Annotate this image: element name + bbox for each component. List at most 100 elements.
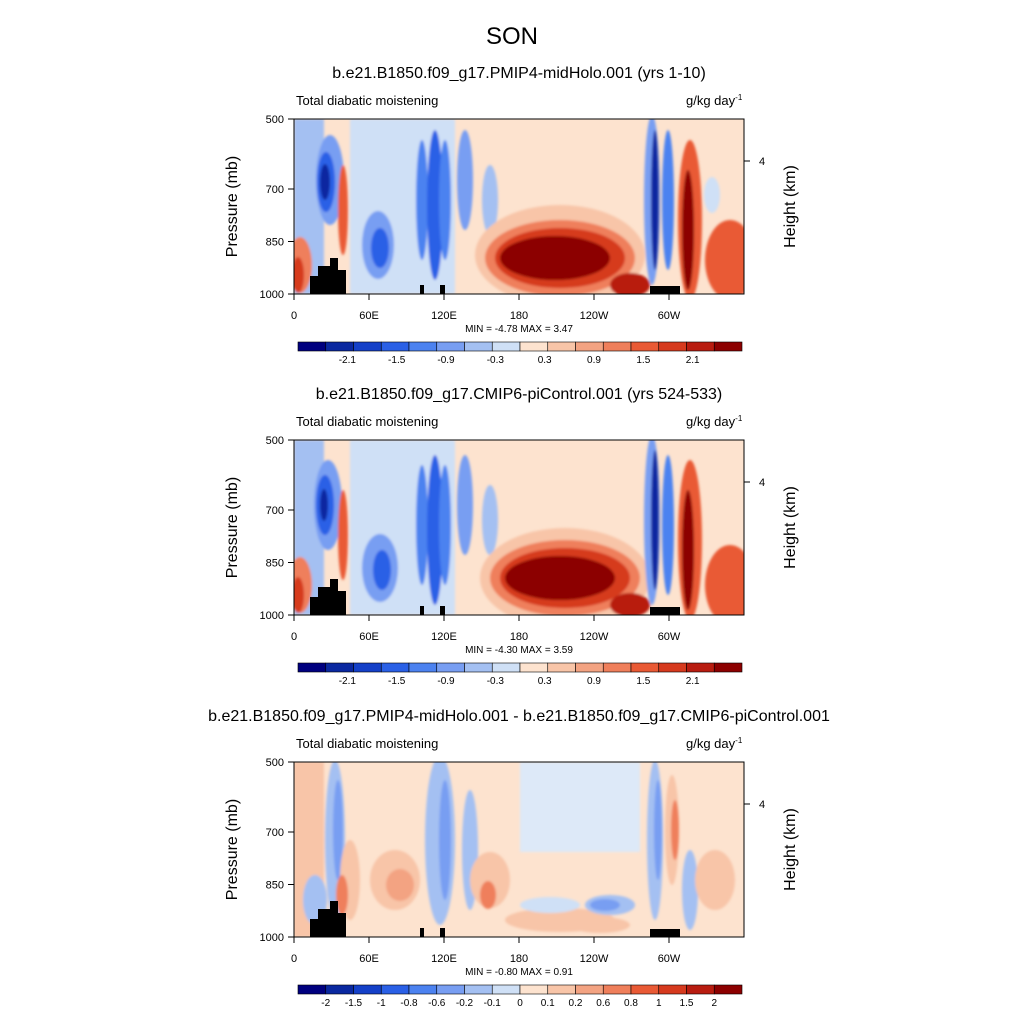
min-max-stats: MIN = -4.30 MAX = 3.59 <box>465 645 573 656</box>
y-axis-title: Pressure (mb) <box>224 477 241 578</box>
colorbar-swatch <box>602 662 632 673</box>
colorbar-swatch <box>325 341 354 352</box>
x-tick-label: 60W <box>658 953 681 965</box>
land-mask <box>338 913 346 937</box>
x-tick-label: 0 <box>291 631 297 643</box>
colorbar-label: 0.3 <box>538 355 552 366</box>
colorbar-label: 1.5 <box>680 998 694 1009</box>
colorbar-swatch <box>436 341 465 352</box>
land-mask <box>338 591 346 615</box>
colorbar-swatch <box>713 984 743 995</box>
colorbar-label: 1 <box>656 998 662 1009</box>
colorbar-swatch <box>491 984 521 995</box>
colorbar-swatch <box>713 662 743 673</box>
colorbar-swatch <box>575 984 604 995</box>
land-mask <box>420 928 424 937</box>
colorbar-swatch <box>519 341 549 352</box>
colorbar-label: -1 <box>377 998 386 1009</box>
colorbar: -2 -1.5 -1 -0.8 -0.6 -0.2 -0.1 0 0.1 0.2 0.6 0.8 1 1.… <box>297 984 743 1009</box>
colorbar-label: 0.9 <box>587 676 601 687</box>
colorbar-label: -0.2 <box>456 998 474 1009</box>
colorbar-label: -1.5 <box>345 998 363 1009</box>
colorbar-swatch <box>464 662 493 673</box>
land-mask <box>440 606 445 615</box>
x-tick-label: 60E <box>359 953 379 965</box>
colorbar-swatch <box>297 984 327 995</box>
x-tick-label: 60E <box>359 631 379 643</box>
x-tick-label: 60W <box>658 310 681 322</box>
colorbar-swatch <box>686 984 715 995</box>
colorbar-swatch <box>686 341 715 352</box>
colorbar-label: -0.9 <box>437 676 455 687</box>
colorbar-label: 0.9 <box>587 355 601 366</box>
colorbar-label: 0 <box>517 998 523 1009</box>
x-tick-label: 180 <box>510 953 528 965</box>
colorbar-swatch <box>602 341 632 352</box>
land-mask <box>330 258 338 294</box>
colorbar-label: -0.1 <box>484 998 502 1009</box>
x-tick-label: 120W <box>580 631 609 643</box>
colorbar-swatch <box>297 662 327 673</box>
colorbar-label: -1.5 <box>388 355 406 366</box>
colorbar-swatch <box>630 341 660 352</box>
land-mask <box>318 266 330 294</box>
land-mask <box>650 607 680 615</box>
colorbar-label: -1.5 <box>388 676 406 687</box>
land-mask <box>330 579 338 615</box>
colorbar: -2.1 -1.5 -0.9 -0.3 0.3 0.9 1.5 2.1 <box>297 662 743 687</box>
colorbar-swatch <box>380 984 410 995</box>
heatmap-field <box>294 119 744 294</box>
right-y-tick-label: 4 <box>759 477 765 489</box>
colorbar-swatch <box>547 662 576 673</box>
colorbar-swatch <box>658 984 687 995</box>
figure-title: SON <box>486 23 538 50</box>
panel-difference: b.e21.B1850.f09_g17.PMIP4-midHolo.001 - … <box>208 708 830 1009</box>
land-mask <box>420 285 424 294</box>
colorbar-swatch <box>353 341 382 352</box>
right-axis-title: Height (km) <box>782 165 799 248</box>
variable-label: Total diabatic moistening <box>296 414 438 429</box>
land-mask <box>310 919 318 937</box>
min-max-stats: MIN = -0.80 MAX = 0.91 <box>465 967 573 978</box>
right-y-tick-label: 4 <box>759 799 765 811</box>
land-mask <box>650 286 680 294</box>
right-y-tick-label: 4 <box>759 156 765 168</box>
right-axis-title: Height (km) <box>782 486 799 569</box>
colorbar-swatch <box>575 341 604 352</box>
x-tick-label: 120E <box>431 310 457 322</box>
right-axis-title: Height (km) <box>782 808 799 891</box>
x-tick-label: 0 <box>291 953 297 965</box>
y-tick-label: 500 <box>266 114 284 126</box>
y-tick-label: 1000 <box>260 289 284 301</box>
panel-midholo: b.e21.B1850.f09_g17.PMIP4-midHolo.001 (y… <box>224 65 799 366</box>
colorbar-label: -2.1 <box>339 355 357 366</box>
colorbar-label: 1.5 <box>636 355 650 366</box>
colorbar-swatch <box>353 984 382 995</box>
variable-label: Total diabatic moistening <box>296 736 438 751</box>
land-mask <box>440 285 445 294</box>
y-tick-label: 850 <box>266 237 284 249</box>
y-tick-label: 850 <box>266 558 284 570</box>
land-mask <box>310 597 318 615</box>
units-label: g/kg day-1 <box>686 736 743 751</box>
panel-title: b.e21.B1850.f09_g17.PMIP4-midHolo.001 - … <box>208 708 830 725</box>
y-tick-label: 1000 <box>260 610 284 622</box>
heatmap-field <box>294 440 744 615</box>
y-tick-label: 500 <box>266 435 284 447</box>
colorbar-label: 0.1 <box>541 998 555 1009</box>
min-max-stats: MIN = -4.78 MAX = 3.47 <box>465 324 573 335</box>
x-tick-label: 120E <box>431 953 457 965</box>
x-tick-label: 120W <box>580 953 609 965</box>
land-mask <box>318 587 330 615</box>
colorbar-swatch <box>408 662 438 673</box>
colorbar-swatch <box>491 662 521 673</box>
y-tick-label: 700 <box>266 505 284 517</box>
colorbar-swatch <box>575 662 604 673</box>
land-mask <box>440 928 445 937</box>
colorbar-swatch <box>408 984 438 995</box>
units-label: g/kg day-1 <box>686 414 743 429</box>
x-tick-label: 120W <box>580 310 609 322</box>
land-mask <box>338 270 346 294</box>
colorbar-swatch <box>630 662 660 673</box>
colorbar-label: 2.1 <box>686 355 700 366</box>
